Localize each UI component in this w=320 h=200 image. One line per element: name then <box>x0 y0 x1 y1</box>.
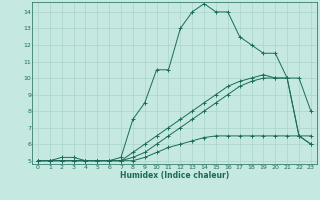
X-axis label: Humidex (Indice chaleur): Humidex (Indice chaleur) <box>120 171 229 180</box>
